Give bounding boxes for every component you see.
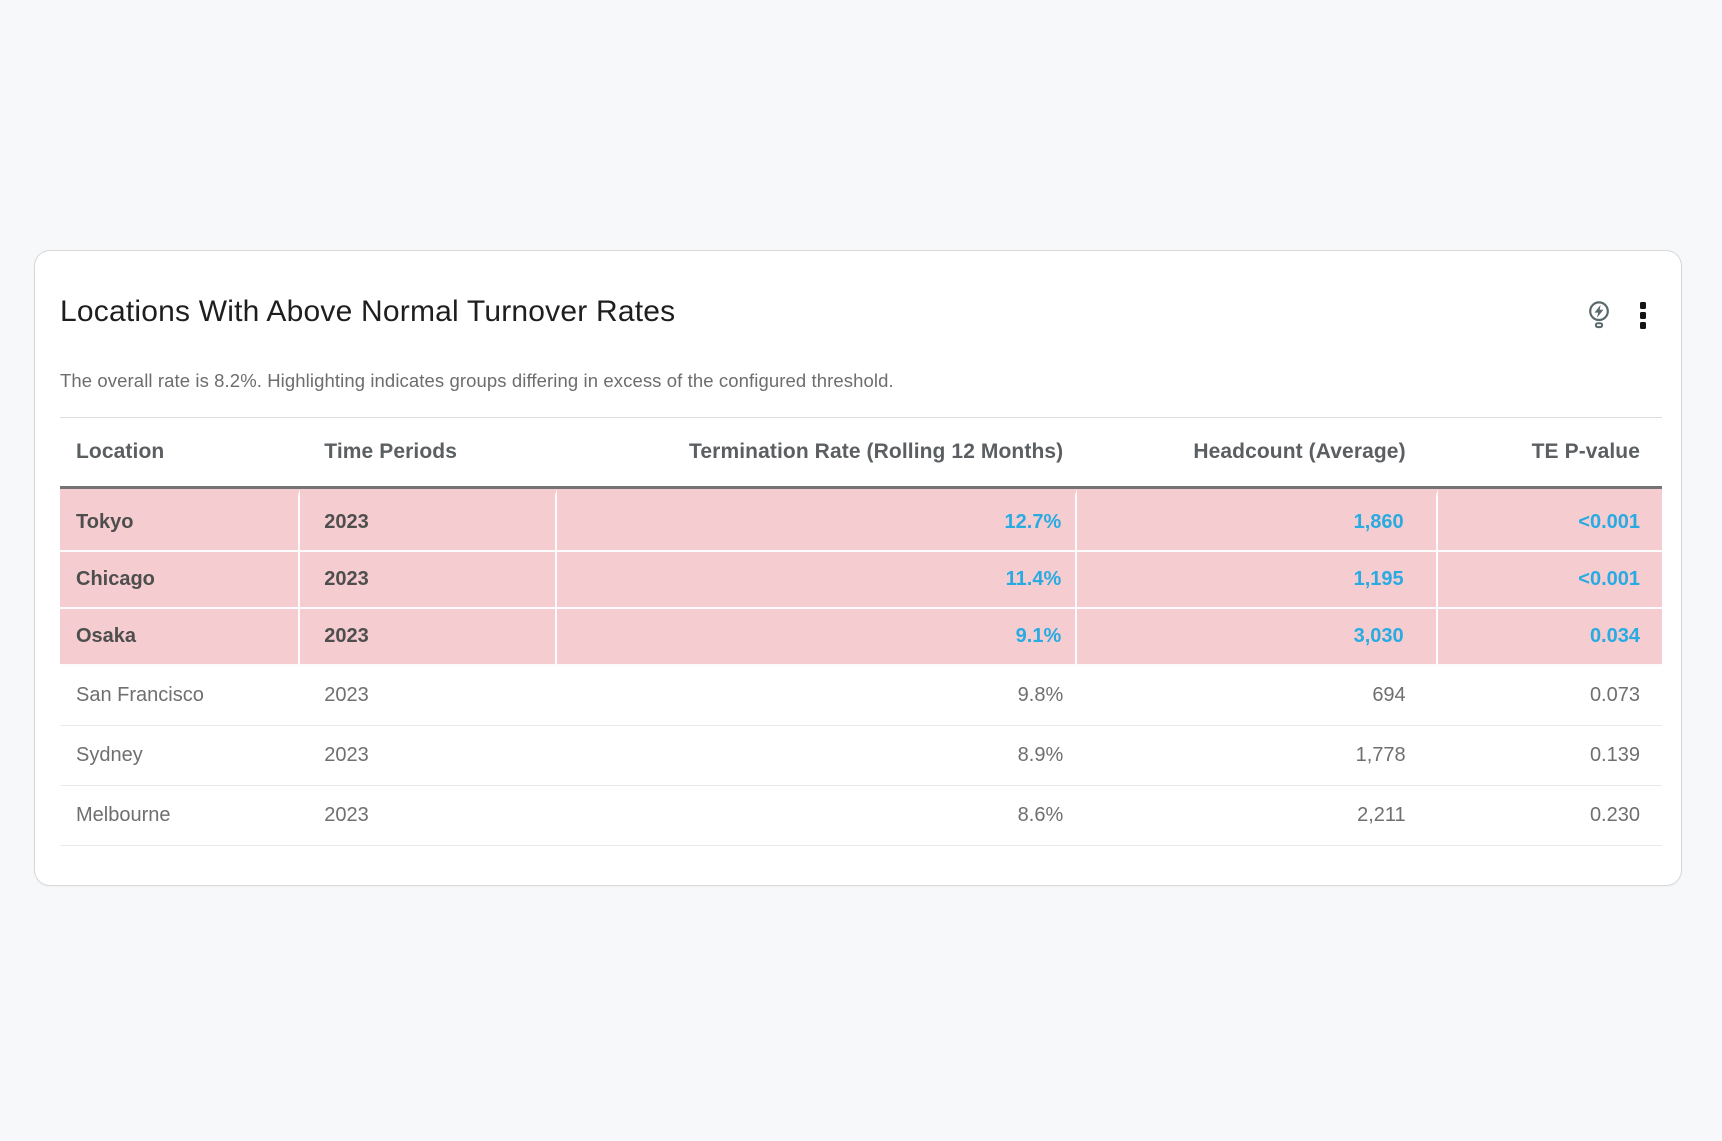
column-header-location: Location [60,417,301,489]
cell-headcount: 3,030 [1077,609,1438,666]
column-header-termination-rate: Termination Rate (Rolling 12 Months) [556,417,1078,489]
insights-button[interactable] [1587,301,1611,333]
cell-location: Chicago [60,552,301,609]
table-row-melbourne: Melbourne 2023 8.6% 2,211 0.230 [60,786,1662,846]
cell-headcount: 1,860 [1077,489,1438,552]
widget-title: Locations With Above Normal Turnover Rat… [60,295,676,328]
cell-termination-rate: 12.7% [556,489,1078,552]
cell-headcount: 1,778 [1077,726,1438,786]
kebab-menu-icon [1639,301,1646,330]
cell-te-p-value: <0.001 [1437,552,1662,609]
turnover-table: Location Time Periods Termination Rate (… [60,417,1662,846]
table-row-tokyo: Tokyo 2023 12.7% 1,860 <0.001 [60,489,1662,552]
widget-subtitle: The overall rate is 8.2%. Highlighting i… [60,370,894,391]
cell-termination-rate: 8.9% [556,726,1078,786]
cell-headcount: 1,195 [1077,552,1438,609]
table-container: Location Time Periods Termination Rate (… [35,417,1681,846]
lightbulb-bolt-icon [1587,301,1611,333]
cell-termination-rate: 9.1% [556,609,1078,666]
cell-location: San Francisco [60,666,301,726]
cell-location: Sydney [60,726,301,786]
cell-termination-rate: 11.4% [556,552,1078,609]
cell-headcount: 2,211 [1077,786,1438,846]
cell-te-p-value: 0.073 [1437,666,1662,726]
cell-te-p-value: <0.001 [1437,489,1662,552]
table-header-row: Location Time Periods Termination Rate (… [60,417,1662,489]
table-row-sydney: Sydney 2023 8.9% 1,778 0.139 [60,726,1662,786]
column-header-headcount: Headcount (Average) [1077,417,1438,489]
cell-location: Tokyo [60,489,301,552]
cell-location: Melbourne [60,786,301,846]
cell-time-period: 2023 [300,552,557,609]
cell-te-p-value: 0.139 [1437,726,1662,786]
cell-time-period: 2023 [300,609,557,666]
table-row-chicago: Chicago 2023 11.4% 1,195 <0.001 [60,552,1662,609]
cell-te-p-value: 0.034 [1437,609,1662,666]
turnover-widget-card: Locations With Above Normal Turnover Rat… [34,250,1682,886]
card-header: Locations With Above Normal Turnover Rat… [35,251,1681,333]
more-options-button[interactable] [1639,301,1646,330]
card-actions [1587,301,1646,333]
cell-time-period: 2023 [300,666,557,726]
cell-termination-rate: 8.6% [556,786,1078,846]
cell-te-p-value: 0.230 [1437,786,1662,846]
cell-time-period: 2023 [300,489,557,552]
cell-headcount: 694 [1077,666,1438,726]
cell-termination-rate: 9.8% [556,666,1078,726]
column-header-te-p-value: TE P-value [1437,417,1662,489]
cell-location: Osaka [60,609,301,666]
cell-time-period: 2023 [300,726,557,786]
table-row-san-francisco: San Francisco 2023 9.8% 694 0.073 [60,666,1662,726]
cell-time-period: 2023 [300,786,557,846]
table-row-osaka: Osaka 2023 9.1% 3,030 0.034 [60,609,1662,666]
column-header-time-periods: Time Periods [300,417,557,489]
